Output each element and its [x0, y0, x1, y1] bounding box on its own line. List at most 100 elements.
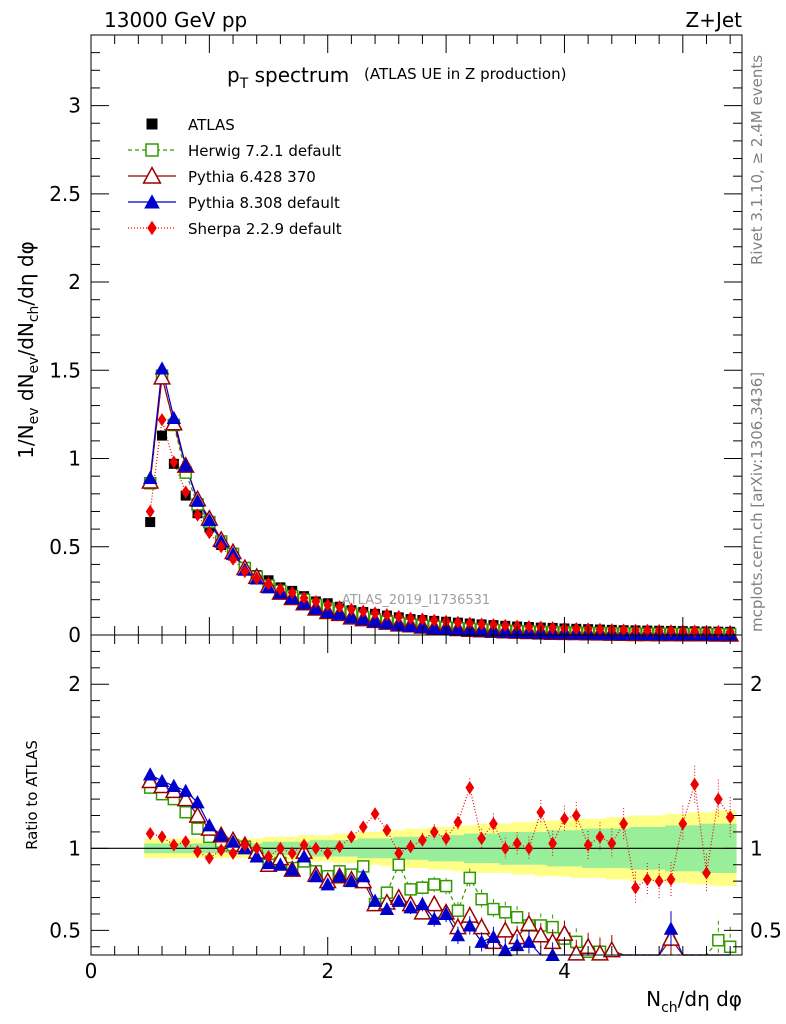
main-data-point [403, 618, 418, 632]
main-data-point [323, 598, 333, 612]
ratio-data-point [418, 833, 427, 847]
legend: ATLAS Herwig 7.2.1 default Pythia 6.428 37… [128, 116, 342, 238]
ratio-data-point [356, 869, 371, 883]
ratio-x-tick-label: 2 [321, 959, 334, 983]
ratio-data-point [548, 836, 558, 851]
ratio-data-point [335, 840, 344, 854]
main-data-point [240, 564, 250, 579]
main-data-point [571, 622, 581, 636]
ratio-data-point [498, 942, 513, 957]
main-y-tick-label: 2 [68, 270, 81, 294]
main-data-point [228, 552, 238, 566]
main-data-point [275, 582, 285, 596]
main-data-point [152, 367, 172, 385]
main-data-point [169, 455, 179, 469]
ratio-ticks: 0.5 0.5 1 1 2 2 0 2 4 [49, 635, 782, 983]
legend-marker [147, 220, 157, 236]
ratio-data-point [441, 831, 451, 846]
ratio-data-point [712, 933, 725, 947]
ratio-data-point [190, 795, 205, 809]
rivet-label: Rivet 3.1.10, ≥ 2.4M events [748, 55, 766, 265]
ratio-data-point [536, 805, 546, 819]
ratio-data-point [631, 881, 640, 895]
ratio-x-tick-label: 4 [558, 959, 571, 983]
ratio-data-point [228, 846, 238, 860]
ratio-data-point [512, 836, 522, 851]
main-data-point [453, 615, 463, 629]
ratio-data-point [451, 904, 465, 917]
ratio-y-tick-label: 0.5 [49, 918, 81, 942]
ratio-data-point [214, 828, 229, 842]
ratio-y-tick-label-right: 0.5 [750, 918, 782, 942]
legend-marker [145, 143, 159, 157]
ratio-data-point [474, 934, 489, 948]
legend-label: Sherpa 2.2.9 default [188, 220, 342, 238]
ratio-data-point [477, 831, 486, 846]
ratio-data-point [273, 857, 288, 871]
main-data-point [202, 513, 217, 527]
ratio-data-point [413, 902, 432, 920]
analysis-label: ATLAS_2019_I1736531 [342, 593, 490, 608]
ratio-data-point [496, 921, 515, 938]
ratio-data-point [524, 841, 534, 855]
ratio-xlabel: Nch/dη dφ [646, 987, 742, 1016]
main-ylabel: 1/Nev dNev/dNch/dη dφ [14, 241, 42, 459]
ratio-ylabel: Ratio to ATLAS [23, 740, 41, 850]
main-data-point [335, 600, 344, 614]
ratio-data-point [429, 825, 439, 839]
main-ticks: 0 0.5 1 1.5 2 2.5 3 [49, 35, 742, 647]
mcplots-label: mcplots.cern.ch [arXiv:1306.3436] [748, 372, 766, 632]
ratio-data-point [607, 836, 617, 851]
ratio-data-point [678, 817, 688, 831]
main-data-point [367, 614, 383, 628]
main-data-point [157, 430, 168, 441]
ratio-plot-frame [90, 634, 743, 956]
main-y-tick-label: 2.5 [49, 182, 81, 206]
ratio-data-point [403, 900, 418, 914]
main-data-point [145, 517, 156, 528]
ratio-data-point [595, 830, 605, 844]
ratio-data-point [166, 778, 182, 792]
ratio-data-point [702, 866, 711, 880]
collision-label: 13000 GeV pp [104, 8, 247, 32]
main-y-tick-label: 3 [68, 94, 81, 118]
ratio-data-point [299, 838, 309, 852]
ratio-data-point [499, 906, 512, 919]
ratio-data-point [344, 873, 359, 888]
ratio-data-point [619, 817, 629, 831]
ratio-data-point [264, 849, 273, 864]
ratio-data-point [202, 818, 217, 832]
ratio-data-point [642, 872, 652, 887]
main-title-p: p [227, 63, 240, 87]
ratio-data-point [462, 918, 477, 932]
ratio-data-point [176, 789, 195, 807]
ratio-data-point [392, 858, 405, 871]
main-data-point [193, 508, 202, 522]
ratio-data-point [690, 777, 700, 791]
ratio-data-point [404, 883, 417, 896]
main-y-tick-label: 0 [68, 623, 81, 647]
ratio-data-point [285, 862, 300, 876]
legend-marker [144, 194, 160, 209]
legend-label: Herwig 7.2.1 default [188, 142, 341, 160]
main-data-point [204, 526, 214, 540]
ratio-data-point [489, 817, 498, 831]
ratio-data-point [179, 805, 192, 819]
ratio-plot: 0.5 0.5 1 1 2 2 0 2 4 Ratio to ATLAS Nch/dη dφ [23, 634, 782, 1016]
ratio-data-point [191, 822, 204, 835]
ratio-data-point [154, 773, 170, 788]
main-data-point [379, 615, 395, 629]
main-data-point [142, 470, 158, 484]
ratio-data-point [178, 783, 193, 797]
main-data-point [356, 611, 371, 626]
ratio-data-point [486, 929, 501, 943]
ratio-data-point [370, 807, 380, 821]
ratio-data-point [367, 893, 383, 907]
ratio-y-tick-label: 1 [68, 836, 81, 860]
ratio-data-point [252, 841, 262, 855]
ratio-data-point [531, 925, 550, 943]
ratio-x-tick-label: 0 [85, 959, 98, 983]
ratio-data-point [439, 879, 453, 893]
ratio-data-point [438, 906, 454, 920]
ratio-data-point [475, 892, 488, 906]
